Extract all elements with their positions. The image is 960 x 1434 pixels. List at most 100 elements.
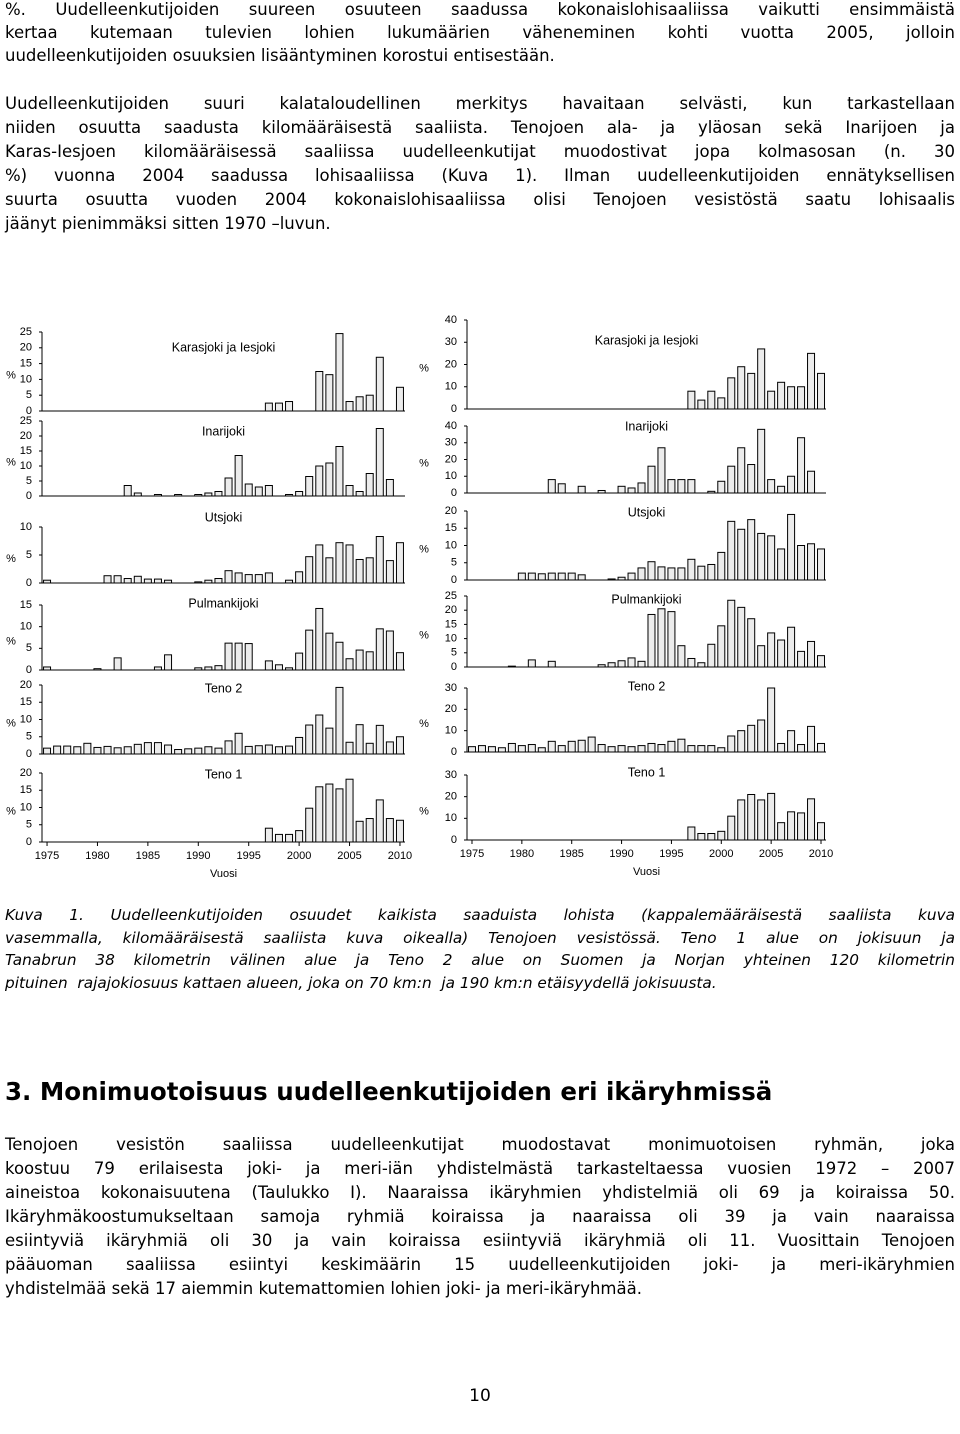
bar bbox=[647, 465, 656, 494]
bar bbox=[737, 606, 746, 668]
x-tick-label: 2010 bbox=[388, 850, 412, 862]
bar bbox=[707, 833, 716, 841]
bar bbox=[757, 719, 766, 753]
bar bbox=[365, 742, 374, 755]
bar bbox=[133, 743, 142, 755]
bar bbox=[697, 399, 706, 410]
bar bbox=[707, 745, 716, 753]
y-tick-label: 5 bbox=[26, 475, 32, 487]
bar bbox=[214, 578, 223, 584]
bar bbox=[637, 482, 646, 494]
bar bbox=[787, 386, 796, 410]
chart-title: Utsjoki bbox=[628, 505, 666, 519]
bar bbox=[83, 742, 92, 755]
bar bbox=[597, 489, 606, 494]
bar bbox=[395, 819, 404, 843]
bar bbox=[807, 725, 816, 753]
bar bbox=[153, 742, 162, 755]
bar bbox=[517, 745, 526, 753]
bar bbox=[607, 746, 616, 753]
bar bbox=[767, 535, 776, 581]
bar bbox=[174, 749, 183, 755]
chart-title: Inarijoki bbox=[202, 424, 245, 438]
bar bbox=[727, 520, 736, 581]
bar bbox=[617, 660, 626, 668]
y-tick-label: 5 bbox=[26, 549, 32, 561]
y-tick-label: 30 bbox=[445, 437, 457, 449]
y-tick-label: 20 bbox=[20, 342, 32, 354]
bar bbox=[133, 575, 142, 584]
bar bbox=[295, 491, 304, 497]
bar bbox=[707, 390, 716, 410]
bar bbox=[234, 455, 243, 497]
bar bbox=[717, 480, 726, 494]
bar bbox=[345, 485, 354, 497]
bar bbox=[53, 745, 62, 755]
x-tick-label: 1985 bbox=[559, 848, 583, 860]
y-tick-label: 10 bbox=[20, 460, 32, 472]
bar bbox=[737, 447, 746, 494]
bar bbox=[817, 655, 826, 668]
bar bbox=[103, 575, 112, 584]
bar bbox=[335, 446, 344, 497]
bar bbox=[817, 548, 826, 581]
text-line: esiintyviä ikäryhmiä oli 30 ja vain koir… bbox=[5, 1231, 955, 1250]
bar bbox=[305, 556, 314, 584]
x-tick-label: 1975 bbox=[35, 850, 59, 862]
y-tick-label: 5 bbox=[26, 642, 32, 654]
bar bbox=[335, 542, 344, 584]
bar bbox=[345, 741, 354, 755]
y-tick-label: 20 bbox=[445, 703, 457, 715]
bar bbox=[93, 746, 102, 755]
bar bbox=[295, 571, 304, 584]
bar bbox=[325, 462, 334, 497]
bar bbox=[527, 659, 536, 668]
y-tick-label: 20 bbox=[20, 430, 32, 442]
bar bbox=[677, 645, 686, 668]
bar bbox=[747, 724, 756, 753]
bar bbox=[264, 827, 273, 843]
y-tick-label: 0 bbox=[26, 664, 32, 676]
bar bbox=[305, 476, 314, 497]
bar bbox=[727, 815, 736, 841]
bar bbox=[557, 745, 566, 753]
y-axis-label: % bbox=[419, 362, 429, 374]
bar bbox=[244, 643, 253, 671]
bar bbox=[63, 745, 72, 755]
bar bbox=[345, 778, 354, 843]
bar bbox=[285, 401, 294, 412]
x-tick-label: 1980 bbox=[85, 850, 109, 862]
bar bbox=[707, 563, 716, 581]
bar bbox=[113, 747, 122, 755]
bar bbox=[113, 657, 122, 671]
y-axis-label: % bbox=[419, 718, 429, 730]
bar bbox=[577, 485, 586, 494]
bar bbox=[717, 551, 726, 581]
text-line: kertaa kutemaan tulevien lohien lukumäär… bbox=[5, 23, 955, 42]
bar bbox=[375, 536, 384, 584]
bar bbox=[204, 666, 213, 671]
y-tick-label: 20 bbox=[445, 505, 457, 517]
bar bbox=[395, 542, 404, 584]
bar bbox=[244, 574, 253, 584]
bar bbox=[274, 402, 283, 412]
y-axis-label: % bbox=[419, 457, 429, 469]
bar bbox=[757, 428, 766, 494]
y-tick-label: 20 bbox=[20, 767, 32, 779]
x-tick-label: 1980 bbox=[510, 848, 534, 860]
bar bbox=[667, 479, 676, 494]
chart-title: Teno 2 bbox=[205, 681, 243, 695]
text-line: niiden osuutta saadusta kilomääräisestä … bbox=[5, 118, 955, 137]
bar bbox=[244, 745, 253, 755]
bar bbox=[295, 736, 304, 755]
bar bbox=[365, 651, 374, 671]
y-tick-label: 25 bbox=[20, 326, 32, 338]
bar bbox=[677, 479, 686, 494]
bar bbox=[325, 727, 334, 755]
bar bbox=[234, 732, 243, 755]
bar bbox=[637, 567, 646, 581]
bar bbox=[627, 572, 636, 581]
bar bbox=[335, 788, 344, 843]
text-line: uudelleenkutijoiden osuuksien lisääntymi… bbox=[5, 46, 555, 65]
bar bbox=[214, 747, 223, 755]
